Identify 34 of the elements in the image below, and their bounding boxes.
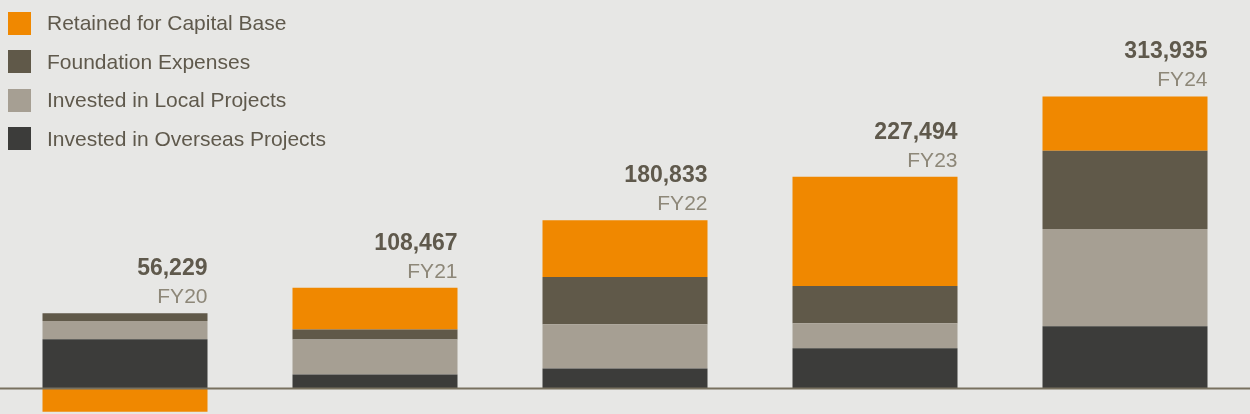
bar (792, 323, 958, 349)
bar (292, 339, 458, 375)
x-tick-label: FY21 (407, 258, 458, 282)
annotation: 313,935 (1124, 37, 1208, 64)
x-tick-label: FY23 (907, 147, 958, 171)
bar (292, 329, 458, 340)
annotation: 108,467 (374, 228, 458, 255)
bar (1042, 229, 1208, 327)
bar (1042, 150, 1208, 230)
bar (542, 276, 708, 325)
x-tick-label: FY20 (157, 284, 208, 308)
x-tick-label: FY22 (657, 191, 708, 215)
annotation: 180,833 (624, 161, 708, 188)
bar (292, 287, 458, 330)
legend-label: Retained for Capital Base (47, 11, 287, 36)
legend-label: Foundation Expenses (47, 49, 251, 74)
bar (792, 286, 958, 324)
annotation: 227,494 (874, 117, 958, 144)
bar (792, 176, 958, 287)
bar (1042, 96, 1208, 151)
bar (42, 313, 208, 322)
bar (1042, 326, 1208, 389)
legend-label: Invested in Overseas Projects (47, 126, 326, 151)
bar (42, 339, 208, 389)
bar (42, 388, 208, 412)
annotation: 56,229 (137, 254, 208, 281)
bar (542, 324, 708, 369)
bar (542, 368, 708, 389)
bar (292, 374, 458, 389)
bar (42, 321, 208, 340)
bar (542, 220, 708, 277)
legend-label: Invested in Local Projects (47, 88, 287, 113)
x-tick-label: FY24 (1157, 67, 1208, 91)
bar (792, 348, 958, 389)
